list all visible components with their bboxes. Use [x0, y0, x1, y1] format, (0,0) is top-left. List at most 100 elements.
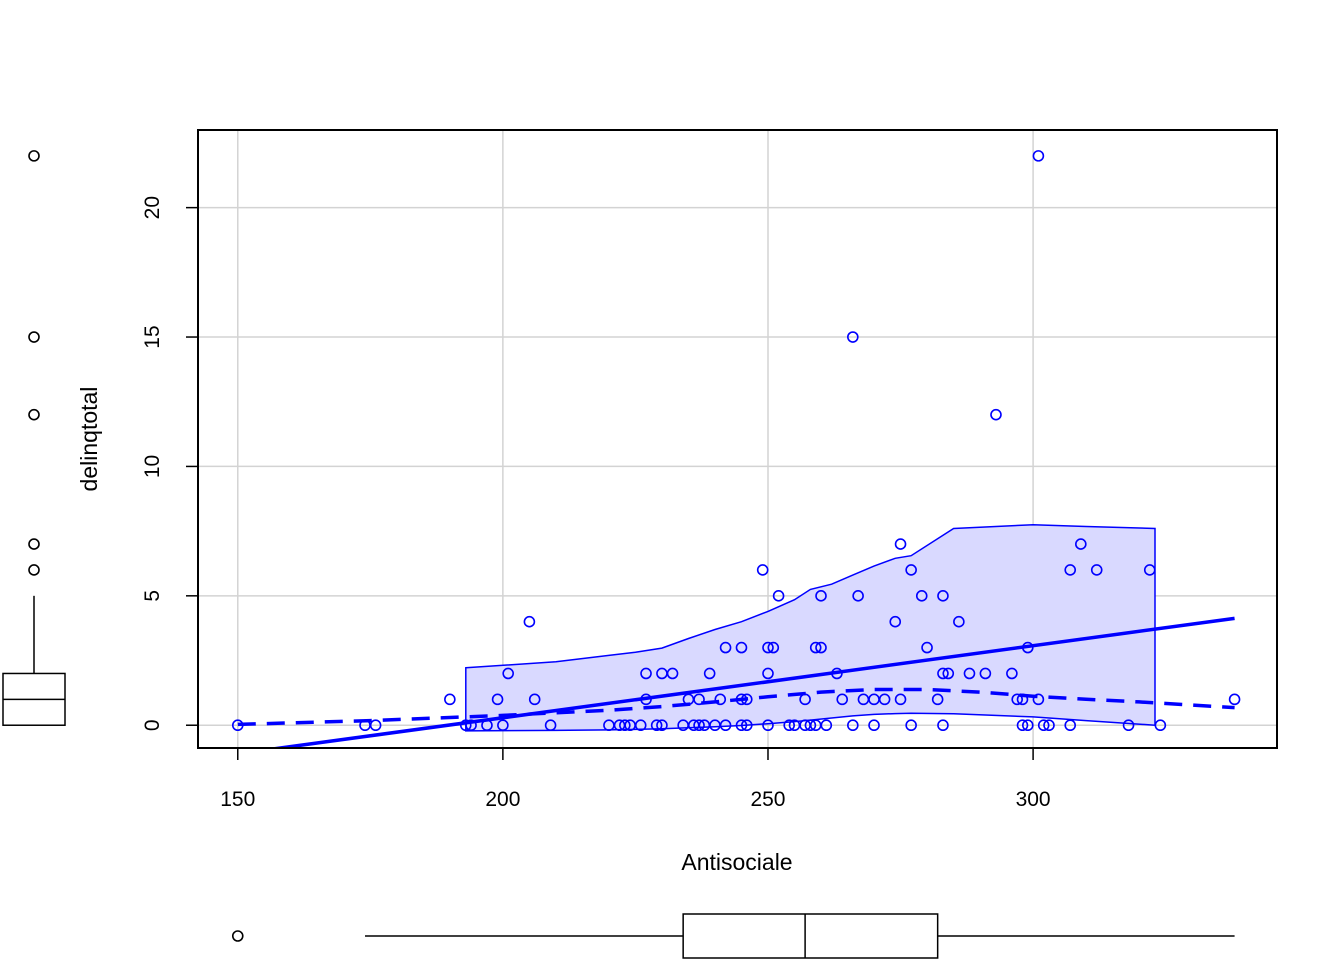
data-point	[740, 719, 753, 732]
data-point	[783, 719, 795, 732]
data-point	[1016, 693, 1029, 706]
data-point	[1037, 719, 1050, 732]
x-tick-label: 250	[750, 788, 785, 811]
data-point	[1011, 693, 1023, 706]
data-point	[650, 719, 663, 732]
x-tick-label: 150	[220, 788, 255, 811]
data-point	[1228, 693, 1241, 706]
data-point	[979, 667, 992, 680]
data-point	[666, 667, 679, 680]
data-point	[889, 615, 902, 628]
data-point	[1064, 564, 1077, 576]
data-point	[852, 590, 864, 602]
data-point	[762, 719, 774, 732]
data-point	[762, 641, 774, 654]
x-axis-title: Antisociale	[681, 849, 792, 875]
data-point	[953, 615, 965, 628]
fit-lines	[237, 616, 1235, 748]
smooth-fit-line	[237, 687, 1235, 727]
data-point	[528, 693, 541, 706]
data-point	[369, 719, 382, 732]
data-point	[905, 564, 917, 576]
x-boxplot-box	[682, 913, 939, 959]
y-boxplot-outlier	[28, 564, 40, 576]
y-boxplot-outlier	[28, 150, 40, 162]
data-point	[491, 693, 504, 706]
data-point	[762, 667, 774, 680]
data-point	[815, 590, 827, 602]
data-point	[719, 641, 732, 654]
data-point	[1006, 667, 1018, 680]
data-point	[767, 641, 780, 654]
data-point	[931, 693, 944, 706]
data-point	[619, 719, 631, 732]
data-point	[847, 719, 859, 732]
data-point	[1143, 564, 1156, 576]
data-point	[735, 693, 748, 706]
data-point	[756, 564, 769, 576]
y-tick-label: 10	[141, 455, 164, 478]
data-point	[847, 331, 859, 343]
data-point	[836, 693, 849, 706]
data-point	[937, 719, 949, 732]
y-axis: 0 5 10 15 20	[141, 196, 199, 731]
data-point	[894, 538, 907, 550]
data-point	[693, 719, 705, 732]
data-point	[640, 667, 652, 680]
data-point	[831, 667, 843, 680]
data-point	[1064, 719, 1077, 732]
data-point	[640, 693, 652, 706]
data-point	[714, 693, 727, 706]
data-point	[703, 667, 716, 680]
data-point	[1021, 719, 1034, 732]
data-point	[942, 667, 955, 680]
x-tick-label: 200	[485, 788, 520, 811]
data-point	[502, 667, 514, 680]
data-point	[1021, 641, 1034, 654]
data-point	[1075, 538, 1087, 550]
data-point	[719, 719, 732, 732]
data-point	[1122, 719, 1135, 732]
x-axis: 150 200 250 300	[220, 747, 1051, 811]
data-point	[878, 693, 891, 706]
data-point	[735, 641, 748, 654]
data-points	[231, 150, 1241, 732]
data-point	[820, 719, 833, 732]
data-point	[799, 693, 811, 706]
data-point	[1016, 719, 1029, 732]
data-point	[231, 719, 244, 732]
x-tick-label: 300	[1016, 788, 1051, 811]
data-point	[481, 719, 493, 732]
data-point	[497, 719, 509, 732]
y-boxplot-outlier	[28, 538, 40, 550]
data-point	[937, 667, 949, 680]
y-boxplot-outlier	[28, 331, 40, 343]
data-point	[990, 408, 1002, 421]
data-point	[937, 590, 949, 602]
data-point	[804, 719, 817, 732]
data-point	[693, 693, 705, 706]
y-axis-title: delinqtotal	[76, 387, 102, 492]
data-point	[740, 693, 753, 706]
data-point	[1032, 693, 1045, 706]
y-tick-label: 5	[141, 590, 164, 602]
y-tick-label: 0	[141, 719, 164, 731]
y-tick-label: 20	[141, 196, 164, 219]
data-point	[735, 719, 748, 732]
data-point	[1032, 150, 1045, 162]
data-point	[634, 719, 647, 732]
data-point	[544, 719, 557, 732]
data-point	[921, 641, 933, 654]
x-boxplot	[231, 913, 1235, 959]
data-point	[1090, 564, 1103, 576]
data-point	[963, 667, 976, 680]
data-point	[444, 693, 456, 706]
data-point	[905, 719, 917, 732]
y-boxplot	[2, 150, 66, 726]
data-point	[868, 719, 880, 732]
data-point	[465, 719, 477, 732]
data-point	[915, 590, 928, 602]
data-point	[656, 719, 668, 732]
data-point	[815, 641, 827, 654]
